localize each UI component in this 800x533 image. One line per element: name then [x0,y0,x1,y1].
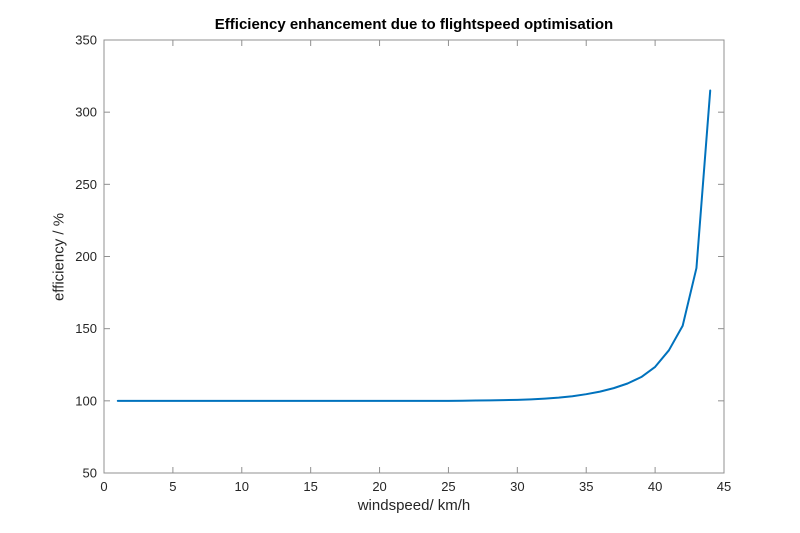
y-tick-label: 300 [75,105,97,120]
x-tick-label: 35 [579,479,593,494]
x-tick-label: 5 [169,479,176,494]
efficiency-curve [116,89,712,402]
y-tick-label: 150 [75,321,97,336]
y-tick-label: 50 [83,466,97,481]
x-tick-label: 25 [441,479,455,494]
y-tick-label: 250 [75,177,97,192]
x-tick-label: 0 [100,479,107,494]
chart-title: Efficiency enhancement due to flightspee… [214,16,614,33]
x-axis-label: windspeed/ km/h [357,497,471,514]
y-tick-label: 200 [75,249,97,264]
axis-box [103,39,725,474]
x-tick-label: 45 [717,479,731,494]
y-tick-label: 350 [75,33,97,48]
y-axis-label: efficiency / % [50,212,68,302]
x-tick-label: 40 [648,479,662,494]
x-tick-label: 15 [303,479,317,494]
y-tick-label: 100 [75,393,97,408]
x-tick-label: 30 [510,479,524,494]
x-tick-label: 20 [372,479,386,494]
x-tick-label: 10 [235,479,249,494]
